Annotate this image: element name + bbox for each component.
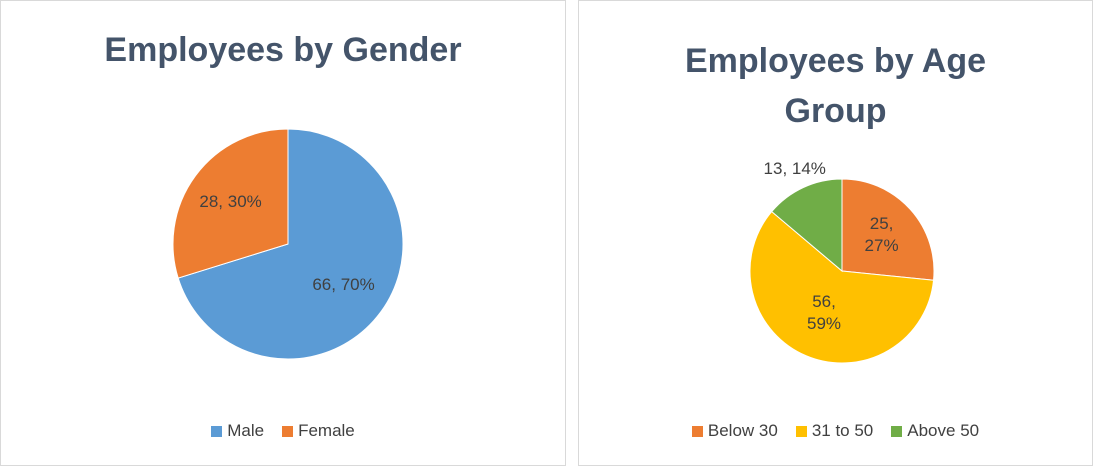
legend-label: Male xyxy=(227,421,265,440)
legend-item: Above 50 xyxy=(891,421,979,441)
pie-slice xyxy=(841,178,935,281)
data-label: 66, 70% xyxy=(312,274,375,294)
pie-slice xyxy=(771,178,843,273)
data-label: 56, 59% xyxy=(807,292,842,334)
data-label: 13, 14% xyxy=(763,159,826,179)
legend-label: Female xyxy=(298,421,355,440)
legend: Below 30 31 to 50 Above 50 xyxy=(579,421,1092,441)
legend-item: Female xyxy=(282,421,355,441)
data-label: 28, 30% xyxy=(199,191,262,211)
pie xyxy=(749,178,935,364)
chart-title: Employees by Age Group xyxy=(684,42,987,130)
legend-swatch xyxy=(691,425,703,437)
legend-item: Below 30 xyxy=(691,421,778,441)
pie-slice xyxy=(172,128,289,279)
legend-swatch xyxy=(282,425,294,437)
legend-label: Below 30 xyxy=(707,421,778,440)
pie-slice xyxy=(749,210,935,364)
legend-item: Male xyxy=(211,421,264,441)
legend-label: Above 50 xyxy=(907,421,980,440)
legend: Male Female xyxy=(1,421,565,441)
pie xyxy=(172,128,404,360)
chart-title: Employees by Gender xyxy=(104,31,462,69)
chart-panel: Employees by Age Group 25, 27% 56, 59% 13, … xyxy=(578,0,1093,466)
data-label: 25, 27% xyxy=(864,214,899,256)
pie-slice xyxy=(177,128,404,360)
legend-swatch xyxy=(891,425,903,437)
chart-panel: Employees by Gender 66, 70% 28, 30% Male Fem… xyxy=(0,0,566,466)
legend-label: 31 to 50 xyxy=(811,421,874,440)
legend-swatch xyxy=(211,425,223,437)
legend-swatch xyxy=(795,425,807,437)
legend-item: 31 to 50 xyxy=(795,421,874,441)
